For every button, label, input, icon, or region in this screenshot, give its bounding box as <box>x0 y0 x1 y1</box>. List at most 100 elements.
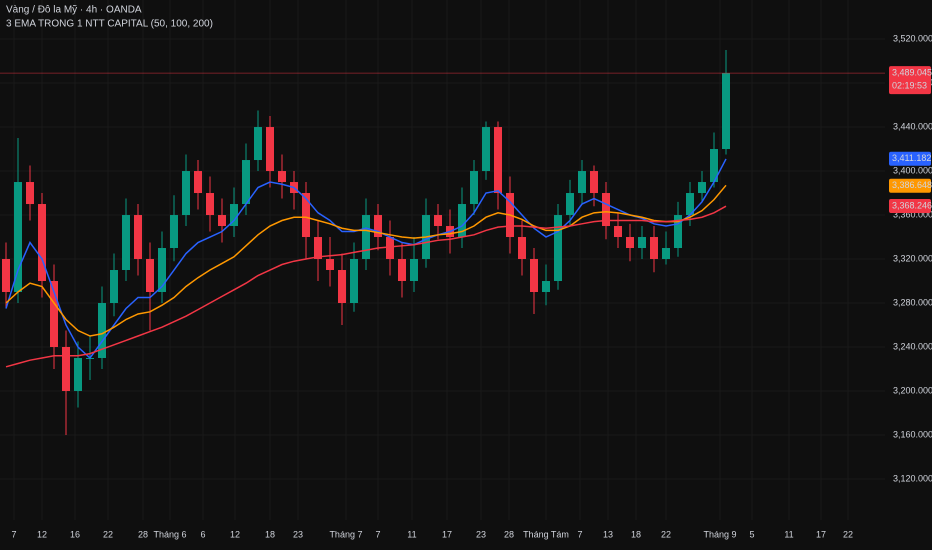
price-badge <box>889 178 931 193</box>
candle-body <box>638 237 646 249</box>
y-tick-label: 3,320.000 <box>893 253 932 263</box>
y-tick-label: 3,520.000 <box>893 33 932 43</box>
x-tick-label: 22 <box>843 529 853 539</box>
x-tick-label: 12 <box>230 529 240 539</box>
price-badge <box>889 198 931 213</box>
x-tick-label: 12 <box>37 529 47 539</box>
x-tick-label: 23 <box>476 529 486 539</box>
price-badge <box>889 66 931 95</box>
price-badge <box>889 151 931 166</box>
x-tick-label: 18 <box>265 529 275 539</box>
candle-body <box>530 259 538 293</box>
y-tick-label: 3,120.000 <box>893 473 932 483</box>
candle-body <box>266 127 274 172</box>
candle-body <box>590 171 598 194</box>
candle-body <box>470 171 478 205</box>
y-tick-label: 3,440.000 <box>893 121 932 131</box>
candle-body <box>194 171 202 194</box>
candle-body <box>2 259 10 293</box>
candle-body <box>38 204 46 282</box>
x-tick-label: 22 <box>661 529 671 539</box>
candle-body <box>158 248 166 293</box>
indicator-title: 3 EMA TRONG 1 NTT CAPITAL (50, 100, 200) <box>6 19 213 30</box>
chart-title: Vàng / Đô la Mỹ · 4h · OANDA <box>6 5 142 16</box>
x-tick-label: Tháng 9 <box>703 529 736 539</box>
candle-body <box>110 270 118 304</box>
y-tick-label: 3,160.000 <box>893 429 932 439</box>
x-tick-label: 16 <box>70 529 80 539</box>
candle-body <box>74 357 82 391</box>
candle-body <box>398 259 406 282</box>
candle-body <box>254 127 262 161</box>
x-tick-label: 11 <box>407 529 416 539</box>
x-tick-label: 17 <box>816 529 826 539</box>
candle-body <box>494 127 502 194</box>
y-tick-label: 3,280.000 <box>893 297 932 307</box>
y-tick-label: 3,240.000 <box>893 341 932 351</box>
candle-body <box>626 237 634 249</box>
candle-body <box>722 73 730 150</box>
candle-body <box>554 215 562 282</box>
candle-body <box>710 149 718 183</box>
y-tick-label: 3,200.000 <box>893 385 932 395</box>
price-badge-label: 3,411.182 <box>892 153 931 163</box>
candle-body <box>578 171 586 194</box>
price-badge-label: 3,386.648 <box>892 180 932 190</box>
candle-body <box>650 237 658 260</box>
y-tick-label: 3,360.000 <box>893 209 932 219</box>
price-badge-label: 3,489.045 <box>892 67 932 77</box>
x-tick-label: 7 <box>375 529 380 539</box>
x-tick-label: Tháng Tám <box>523 529 569 539</box>
candle-body <box>14 182 22 293</box>
candle-body <box>26 182 34 205</box>
candle-body <box>602 193 610 227</box>
candle-body <box>50 281 58 347</box>
candle-body <box>374 215 382 238</box>
candle-body <box>206 193 214 216</box>
x-tick-label: 6 <box>201 529 206 539</box>
candle-body <box>98 303 106 358</box>
x-tick-label: 17 <box>442 529 452 539</box>
x-tick-label: 28 <box>138 529 148 539</box>
candle-body <box>458 204 466 238</box>
x-tick-label: 22 <box>103 529 113 539</box>
candle-body <box>350 259 358 304</box>
candle-body <box>218 215 226 227</box>
x-tick-label: 18 <box>631 529 641 539</box>
candle-body <box>362 215 370 260</box>
candle-body <box>698 182 706 194</box>
candle-body <box>62 346 70 391</box>
candle-body <box>122 215 130 271</box>
candle-body <box>434 215 442 227</box>
candle-body <box>278 171 286 183</box>
candle-body <box>482 127 490 172</box>
candle-body <box>230 204 238 227</box>
x-tick-label: Tháng 7 <box>329 529 362 539</box>
candle-body <box>662 248 670 260</box>
candle-body <box>338 270 346 304</box>
y-tick-label: 3,400.000 <box>893 165 932 175</box>
candle-body <box>242 160 250 205</box>
ema-line <box>5 158 727 360</box>
ema-line <box>5 184 727 337</box>
x-tick-label: 11 <box>784 529 793 539</box>
candle-body <box>542 281 550 293</box>
x-tick-label: Tháng 6 <box>154 529 187 539</box>
candle-body <box>326 259 334 271</box>
candle-body <box>314 237 322 260</box>
candle-body <box>674 215 682 249</box>
candle-body <box>134 215 142 260</box>
candle-body <box>386 237 394 260</box>
candle-body <box>410 259 418 282</box>
candle-body <box>614 226 622 238</box>
candle-body <box>146 259 154 293</box>
x-tick-label: 7 <box>577 529 582 539</box>
candle-body <box>518 237 526 260</box>
price-badge-label: 3,368.246 <box>892 200 932 210</box>
candle-body <box>302 193 310 238</box>
candle-body <box>566 193 574 216</box>
candle-body <box>170 215 178 249</box>
countdown: 02:19:53 <box>892 80 927 90</box>
